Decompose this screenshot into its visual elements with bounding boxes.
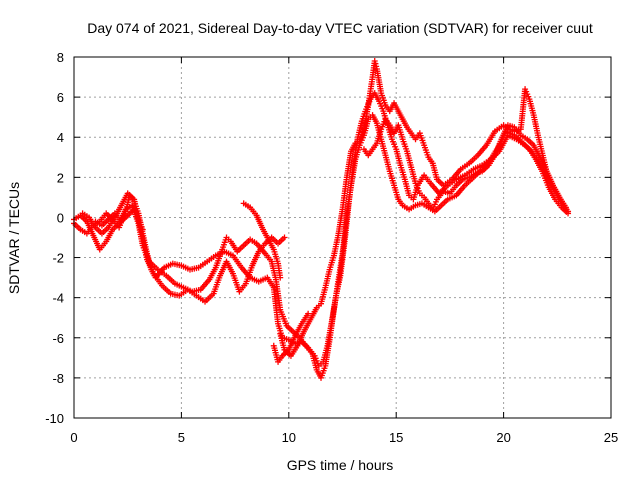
y-tick-label: -6 xyxy=(52,331,64,346)
chart-title: Day 074 of 2021, Sidereal Day-to-day VTE… xyxy=(87,20,593,36)
y-tick-label: 6 xyxy=(57,90,64,105)
data-point xyxy=(281,234,288,241)
y-tick-label: -8 xyxy=(52,371,64,386)
y-tick-label: 4 xyxy=(57,130,64,145)
x-tick-label: 0 xyxy=(70,430,77,445)
data-point xyxy=(565,210,572,217)
x-tick-label: 20 xyxy=(496,430,510,445)
data-point xyxy=(562,206,569,213)
data-point xyxy=(372,60,379,67)
series-trace-1 xyxy=(71,90,572,369)
series-trace-3 xyxy=(79,58,569,359)
plot-frame xyxy=(73,56,612,419)
data-point xyxy=(305,310,312,317)
y-tick-label: -4 xyxy=(52,291,64,306)
y-tick-label: -2 xyxy=(52,251,64,266)
y-tick-label: 0 xyxy=(57,210,64,225)
y-axis-label: SDTVAR / TECUs xyxy=(6,182,22,294)
series-trace-4 xyxy=(92,116,569,365)
data-point xyxy=(277,274,284,281)
y-tick-label: 8 xyxy=(57,50,64,65)
data-points-layer xyxy=(71,58,572,381)
y-tick-label: 2 xyxy=(57,170,64,185)
data-point xyxy=(371,58,378,65)
y-tick-label: -10 xyxy=(45,411,64,426)
x-tick-label: 5 xyxy=(178,430,185,445)
data-point xyxy=(139,226,146,233)
x-tick-label: 10 xyxy=(282,430,296,445)
ticks-layer: 0 5 10 15 20 25 -10 -8 -6 -4 -2 0 2 4 6 8 xyxy=(45,50,618,445)
x-axis-label: GPS time / hours xyxy=(287,457,394,473)
data-point xyxy=(373,63,380,70)
grid-layer xyxy=(74,57,611,418)
x-tick-label: 25 xyxy=(604,430,618,445)
x-tick-label: 15 xyxy=(389,430,403,445)
